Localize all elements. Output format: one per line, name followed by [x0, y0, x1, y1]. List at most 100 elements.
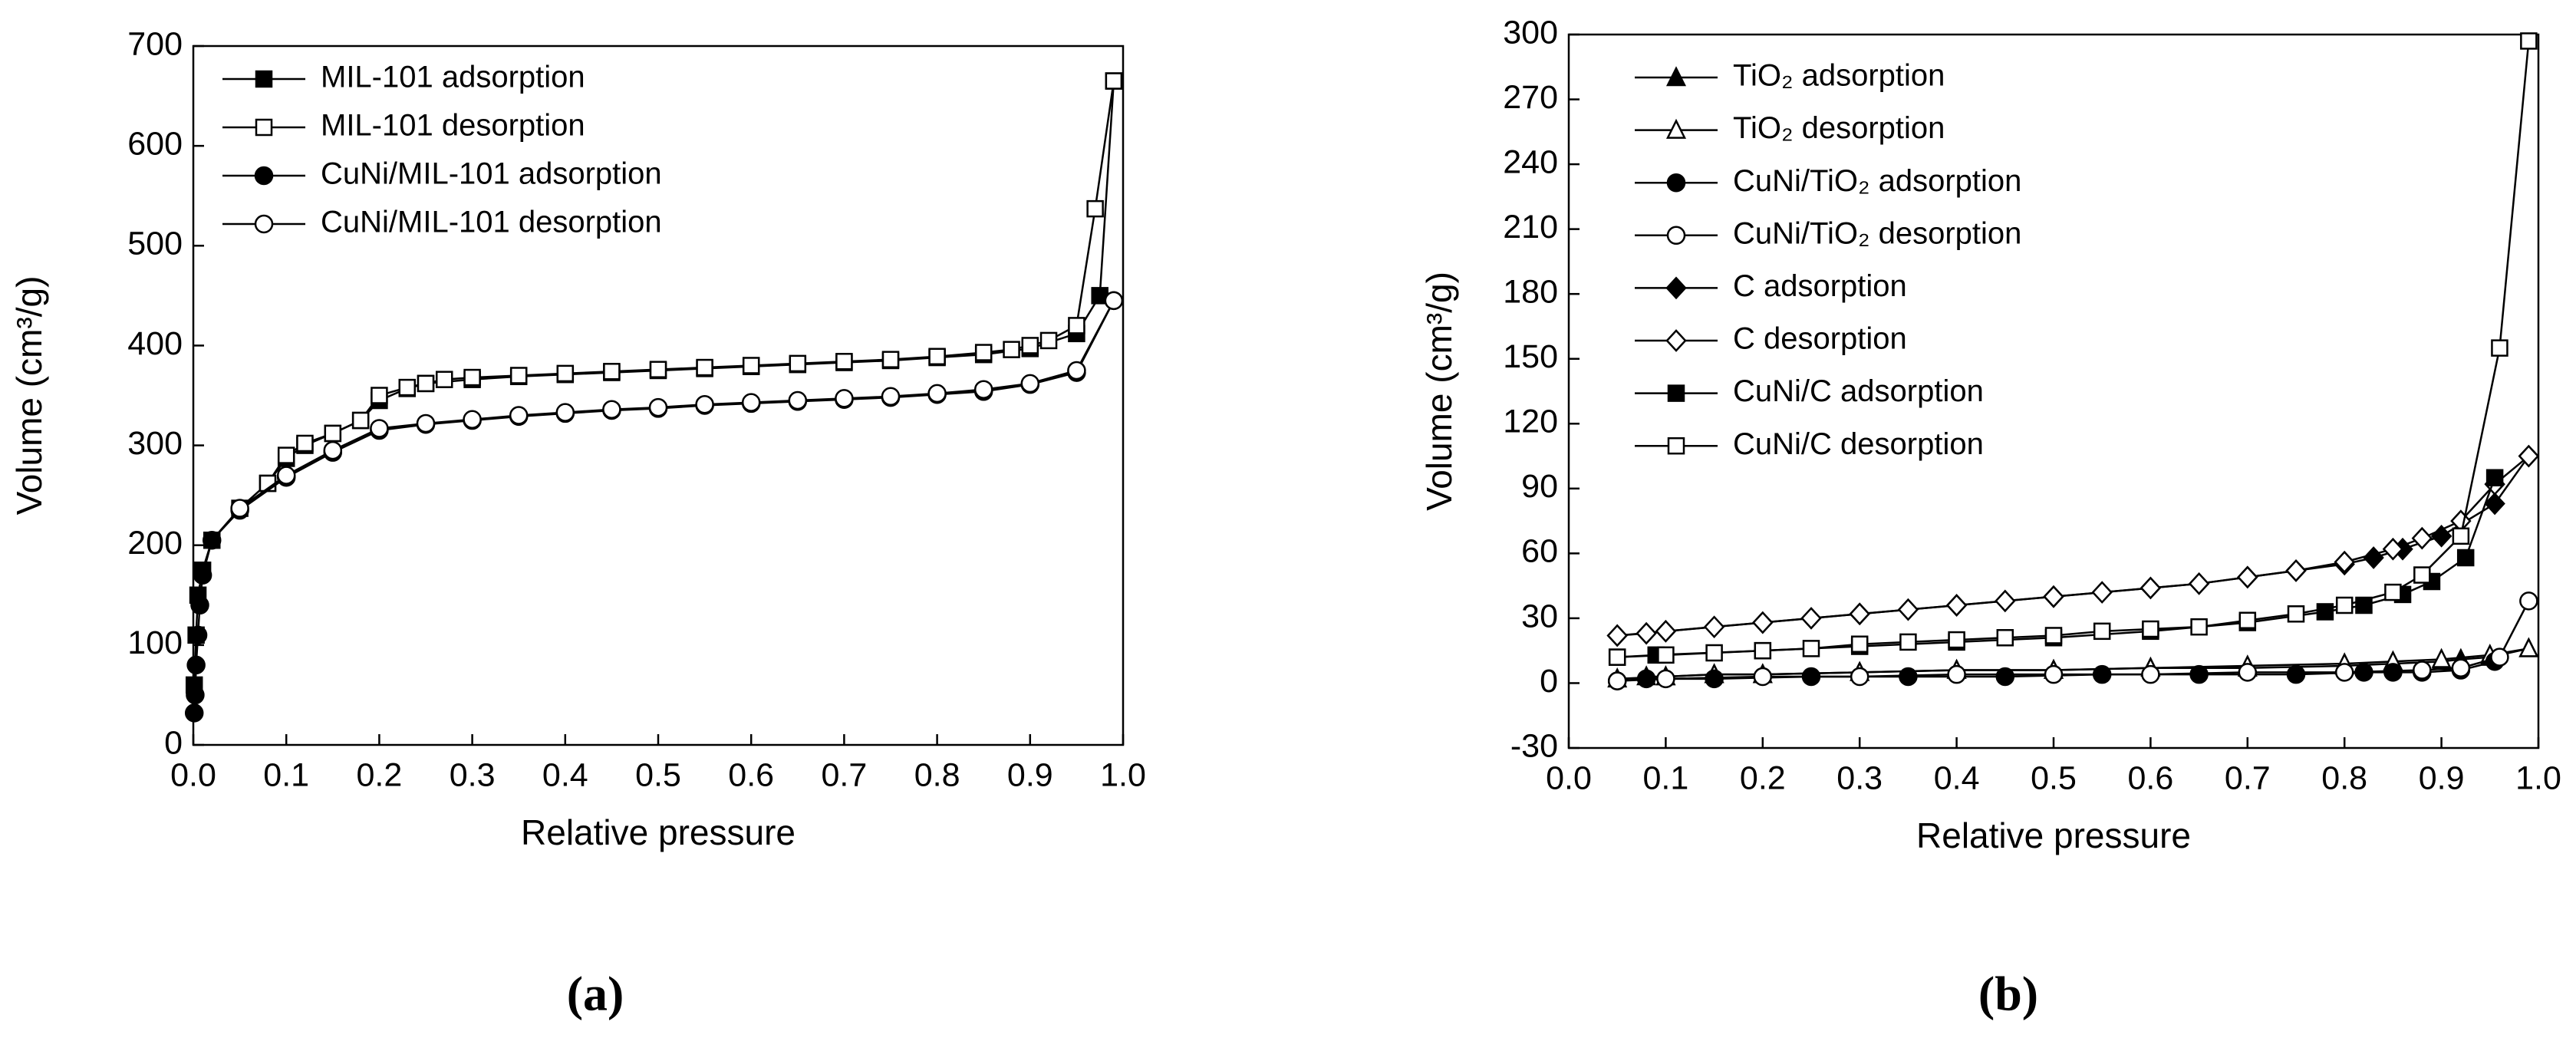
marker — [555, 403, 575, 422]
x-tick-label: 1.0 — [2515, 759, 2561, 796]
marker — [230, 499, 249, 518]
marker — [509, 406, 529, 425]
legend-marker — [1666, 173, 1686, 193]
marker — [416, 413, 436, 433]
marker — [1754, 641, 1772, 660]
marker — [1753, 667, 1773, 687]
marker — [188, 625, 208, 645]
marker — [789, 354, 807, 373]
marker — [695, 394, 714, 414]
legend-label: TiO₂ adsorption — [1733, 59, 1945, 93]
marker — [1068, 317, 1085, 334]
y-tick-label: 30 — [1521, 598, 1558, 634]
marker — [1945, 594, 1968, 617]
marker — [463, 368, 481, 387]
y-tick-label: 600 — [127, 126, 183, 163]
marker — [2384, 583, 2402, 601]
x-tick-label: 0.4 — [1934, 759, 1980, 796]
marker — [186, 685, 205, 705]
marker — [1636, 621, 1657, 645]
marker — [1039, 331, 1058, 350]
marker — [2491, 339, 2508, 357]
marker — [2093, 622, 2111, 641]
marker — [2411, 526, 2433, 550]
marker — [2335, 596, 2354, 614]
x-tick-label: 0.7 — [822, 756, 868, 793]
marker — [2431, 647, 2452, 668]
marker — [324, 424, 342, 443]
x-tick-label: 0.2 — [1740, 759, 1786, 796]
marker — [1606, 624, 1628, 647]
marker — [1086, 199, 1104, 218]
x-tick-label: 0.7 — [2225, 759, 2271, 796]
legend-marker — [1665, 276, 1687, 300]
marker — [2091, 581, 2113, 604]
marker — [1850, 667, 1869, 687]
x-tick-label: 0.1 — [1643, 759, 1689, 796]
y-tick-label: 150 — [1503, 338, 1558, 375]
marker — [1802, 640, 1820, 657]
marker — [398, 378, 417, 397]
marker — [190, 595, 209, 615]
marker — [351, 411, 370, 430]
marker — [2452, 527, 2470, 545]
legend-marker — [255, 70, 273, 88]
marker — [648, 397, 668, 417]
series-line — [1617, 455, 2530, 637]
marker — [2044, 664, 2064, 684]
legend-marker — [1667, 437, 1685, 455]
marker — [2490, 647, 2509, 667]
legend-label: CuNi/MIL-101 adsorption — [321, 157, 662, 191]
marker — [371, 387, 388, 404]
marker — [881, 351, 900, 368]
y-tick-label: 700 — [127, 25, 183, 62]
marker — [788, 390, 808, 410]
marker — [2316, 603, 2334, 621]
marker — [1899, 633, 1917, 651]
y-axis-title: Volume (cm³/g) — [9, 276, 49, 516]
y-tick-label: 60 — [1521, 533, 1558, 570]
marker — [1656, 669, 1675, 689]
x-tick-label: 0.9 — [1007, 756, 1053, 793]
legend-marker — [1665, 66, 1687, 87]
x-tick-label: 0.5 — [635, 756, 681, 793]
panel-label: (b) — [1978, 967, 2038, 1021]
legend-marker — [1665, 329, 1687, 352]
marker — [2334, 663, 2354, 682]
marker — [202, 530, 222, 550]
marker — [277, 446, 295, 464]
marker — [696, 358, 713, 377]
marker — [1850, 635, 1869, 653]
y-tick-label: 240 — [1503, 143, 1558, 180]
marker — [2142, 620, 2159, 638]
legend-marker — [254, 166, 274, 186]
marker — [2484, 492, 2505, 516]
marker — [1104, 291, 1124, 311]
x-tick-label: 0.0 — [170, 756, 216, 793]
x-tick-label: 0.6 — [2128, 759, 2174, 796]
marker — [276, 466, 296, 485]
legend-label: CuNi/C desorption — [1733, 427, 1984, 461]
marker — [1608, 648, 1626, 666]
y-tick-label: 0 — [164, 724, 183, 761]
marker — [742, 357, 760, 374]
x-tick-label: 0.3 — [1836, 759, 1883, 796]
marker — [2518, 637, 2539, 657]
marker — [2485, 469, 2504, 486]
marker — [1003, 341, 1020, 358]
marker — [2334, 550, 2355, 574]
marker — [603, 363, 621, 381]
marker — [296, 434, 314, 453]
marker — [2043, 585, 2064, 608]
marker — [2382, 537, 2404, 561]
legend-label: MIL-101 adsorption — [321, 61, 585, 94]
marker — [184, 703, 204, 723]
marker — [881, 387, 901, 407]
legend-label: C desorption — [1733, 322, 1907, 356]
y-tick-label: 300 — [1503, 14, 1558, 51]
x-tick-label: 0.0 — [1546, 759, 1592, 796]
y-tick-label: 0 — [1540, 663, 1558, 700]
y-tick-label: 90 — [1521, 468, 1558, 505]
marker — [435, 371, 453, 388]
marker — [2456, 549, 2475, 567]
